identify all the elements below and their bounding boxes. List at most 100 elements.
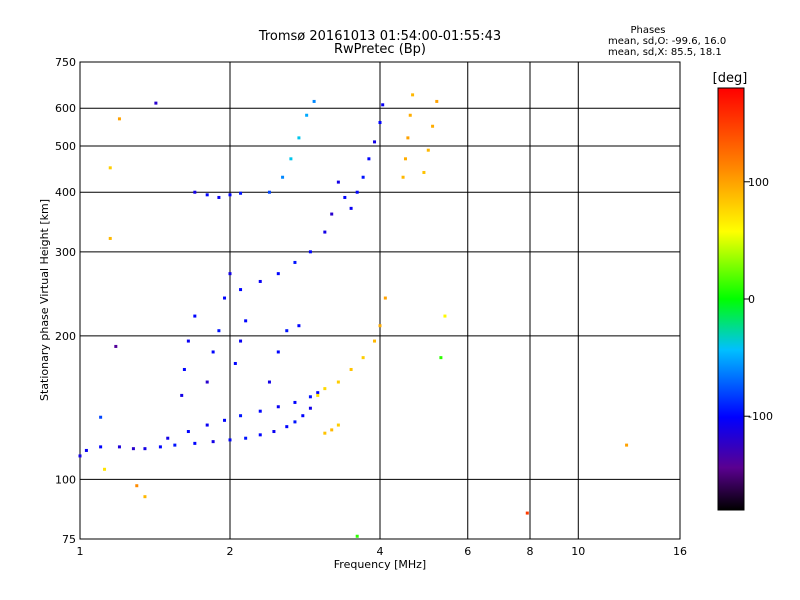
colorbar: [deg] 100 0 -100	[713, 71, 773, 511]
data-point	[272, 430, 276, 434]
data-point	[158, 445, 162, 449]
colorbar-tick-label: 100	[748, 176, 769, 189]
data-point	[78, 454, 82, 458]
data-point	[406, 136, 410, 140]
data-point	[228, 193, 232, 197]
data-point	[408, 113, 412, 117]
data-point	[239, 339, 243, 343]
data-point	[308, 395, 312, 399]
data-point	[223, 296, 227, 300]
data-point	[343, 195, 347, 199]
data-point	[323, 230, 327, 234]
data-point	[361, 175, 365, 179]
colorbar-gradient	[717, 87, 745, 511]
data-point	[239, 288, 243, 292]
data-point	[301, 414, 305, 418]
data-point	[323, 387, 327, 391]
data-point	[403, 157, 407, 161]
data-point	[99, 445, 103, 449]
data-point	[108, 166, 112, 170]
data-point	[422, 170, 426, 174]
data-point	[349, 367, 353, 371]
data-point	[378, 121, 382, 125]
grid-lines	[80, 62, 680, 539]
colorbar-tick-label: 0	[748, 293, 755, 306]
data-point	[308, 406, 312, 410]
data-point	[154, 101, 158, 105]
data-point	[217, 329, 221, 333]
data-point	[316, 391, 320, 395]
data-point	[431, 124, 435, 128]
data-point	[330, 212, 334, 216]
data-point	[383, 296, 387, 300]
data-point	[143, 447, 147, 451]
data-point	[525, 511, 529, 515]
x-tick-label: 10	[571, 545, 585, 558]
data-point	[297, 324, 301, 328]
data-point	[239, 414, 243, 418]
y-tick-label: 100	[55, 473, 76, 486]
data-point	[217, 195, 221, 199]
colorbar-label: [deg]	[713, 71, 748, 86]
y-tick-label: 500	[55, 140, 76, 153]
y-tick-label: 200	[55, 330, 76, 343]
data-point	[336, 423, 340, 427]
colorbar-ticks: 100 0 -100	[744, 176, 773, 423]
data-point	[401, 175, 405, 179]
data-point	[223, 418, 227, 422]
data-point	[435, 99, 439, 103]
data-points	[78, 93, 629, 538]
chart-subtitle: RwPretec (Bp)	[334, 42, 426, 57]
data-point	[323, 431, 327, 435]
data-point	[305, 113, 309, 117]
data-point	[193, 314, 197, 318]
data-point	[258, 409, 262, 413]
data-point	[381, 103, 385, 107]
data-point	[108, 236, 112, 240]
data-point	[186, 339, 190, 343]
data-point	[426, 148, 430, 152]
legend-line-x: mean, sd,X: 85.5, 18.1	[608, 47, 722, 58]
data-point	[114, 344, 118, 348]
data-point	[228, 438, 232, 442]
data-point	[239, 191, 243, 195]
data-point	[285, 425, 289, 429]
data-point	[84, 448, 88, 452]
legend-title: Phases	[630, 25, 665, 36]
data-point	[193, 441, 197, 445]
chart-title: Tromsø 20161013 01:54:00-01:55:43	[258, 29, 501, 44]
data-point	[316, 393, 320, 397]
data-point	[276, 272, 280, 276]
data-point	[182, 367, 186, 371]
data-point	[193, 190, 197, 194]
legend: Phases mean, sd,O: -99.6, 16.0 mean, sd,…	[608, 25, 726, 58]
data-point	[211, 440, 215, 444]
data-point	[355, 190, 359, 194]
data-point	[180, 393, 184, 397]
y-tick-label: 400	[55, 186, 76, 199]
data-point	[166, 436, 170, 440]
data-point	[378, 324, 382, 328]
data-point	[285, 329, 289, 333]
data-point	[117, 117, 121, 121]
data-point	[99, 415, 103, 419]
data-point	[361, 356, 365, 360]
data-point	[308, 250, 312, 254]
legend-line-o: mean, sd,O: -99.6, 16.0	[608, 36, 726, 47]
data-point	[244, 319, 248, 323]
data-point	[244, 436, 248, 440]
data-point	[267, 190, 271, 194]
x-tick-label: 1	[77, 545, 84, 558]
data-point	[211, 350, 215, 354]
data-point	[267, 380, 271, 384]
y-axis-ticks: 75 100 200 300 400 500 600 750	[55, 56, 76, 546]
y-tick-label: 600	[55, 102, 76, 115]
colorbar-tick-label: -100	[748, 410, 773, 423]
y-axis-label: Stationary phase Virtual Height [km]	[38, 199, 51, 401]
data-point	[233, 361, 237, 365]
data-point	[173, 443, 177, 447]
data-point	[336, 180, 340, 184]
data-point	[228, 272, 232, 276]
y-tick-label: 300	[55, 246, 76, 259]
data-point	[143, 495, 147, 499]
